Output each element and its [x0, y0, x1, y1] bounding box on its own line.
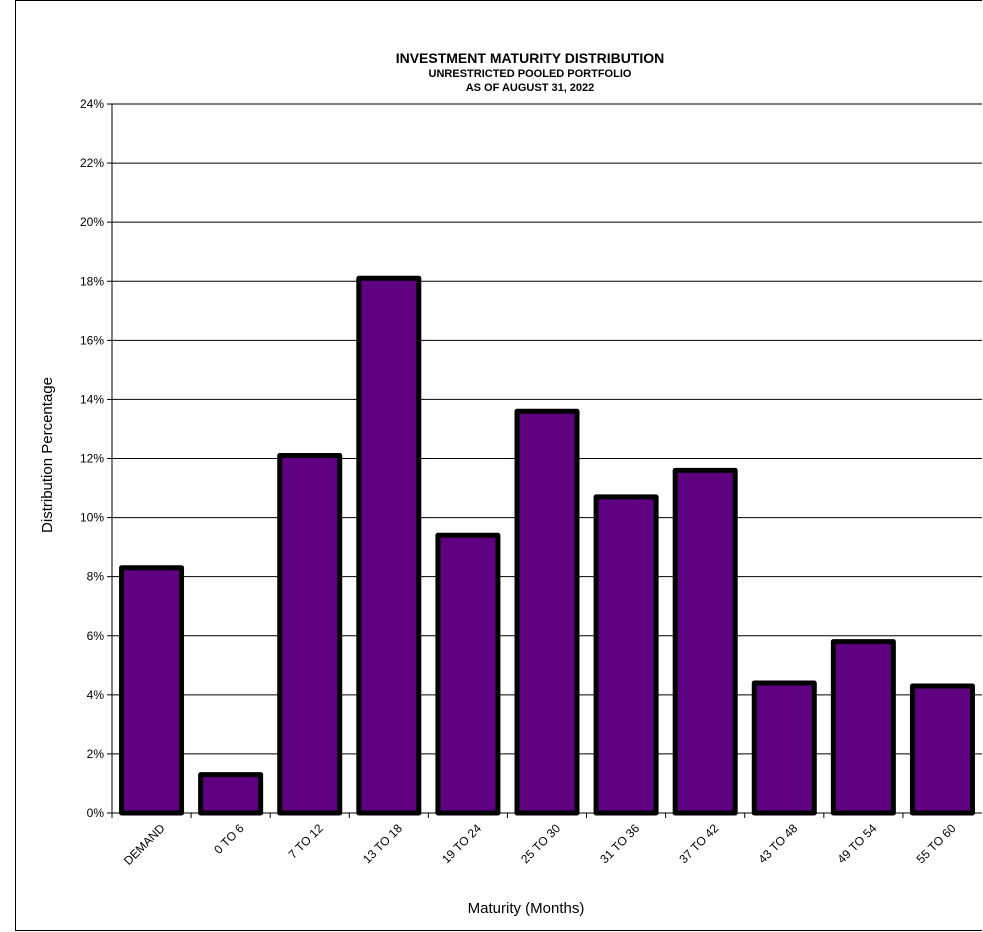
bar — [119, 565, 185, 816]
x-tick-label: 37 TO 42 — [676, 821, 721, 866]
x-tick-label: 55 TO 60 — [914, 821, 959, 866]
chart-subtitle-2: AS OF AUGUST 31, 2022 — [466, 82, 595, 94]
y-tick-label: 18% — [80, 274, 104, 288]
bar — [593, 494, 659, 816]
bars — [119, 275, 975, 816]
y-tick-label: 20% — [80, 215, 104, 229]
bar — [751, 680, 817, 816]
y-tick-label: 2% — [87, 747, 105, 761]
y-tick-label: 24% — [80, 97, 104, 111]
x-axis-title: Maturity (Months) — [468, 900, 585, 917]
y-tick-label: 16% — [80, 333, 104, 347]
y-axis-ticks: 0% 2% 4% 6% 8% 10% 12% 14% 16% 18% 20% 22% 24% — [80, 97, 113, 820]
y-tick-label: 12% — [80, 452, 104, 466]
y-tick-label: 10% — [80, 511, 104, 525]
bar — [672, 467, 738, 816]
bar — [198, 772, 264, 816]
bar — [514, 408, 580, 816]
x-tick-label: 7 TO 12 — [286, 821, 326, 861]
y-tick-label: 4% — [87, 688, 105, 702]
bar — [830, 639, 896, 816]
bar — [356, 275, 422, 816]
y-tick-label: 8% — [87, 570, 105, 584]
y-tick-label: 0% — [87, 806, 105, 820]
chart-frame — [15, 0, 982, 931]
bar — [277, 453, 343, 816]
chart-subtitle-1: UNRESTRICTED POOLED PORTFOLIO — [429, 68, 632, 80]
bar — [909, 683, 975, 816]
x-tick-label: 25 TO 30 — [518, 821, 563, 866]
chart-title: INVESTMENT MATURITY DISTRIBUTION — [396, 50, 665, 66]
bar — [435, 532, 501, 816]
y-tick-label: 6% — [87, 629, 105, 643]
x-tick-label: 0 TO 6 — [211, 821, 247, 857]
x-tick-label: DEMAND — [121, 821, 168, 868]
y-tick-label: 22% — [80, 156, 104, 170]
x-tick-label: 31 TO 36 — [597, 821, 642, 866]
x-tick-label: 19 TO 24 — [439, 821, 484, 866]
x-tick-label: 43 TO 48 — [755, 821, 800, 866]
x-tick-label: 49 TO 54 — [835, 821, 880, 866]
y-axis-title: Distribution Percentage — [39, 377, 56, 533]
y-tick-label: 14% — [80, 392, 104, 406]
x-axis-ticks: DEMAND 0 TO 6 7 TO 12 13 TO 18 19 TO 24 25 TO… — [111, 812, 982, 868]
x-tick-label: 13 TO 18 — [360, 821, 405, 866]
